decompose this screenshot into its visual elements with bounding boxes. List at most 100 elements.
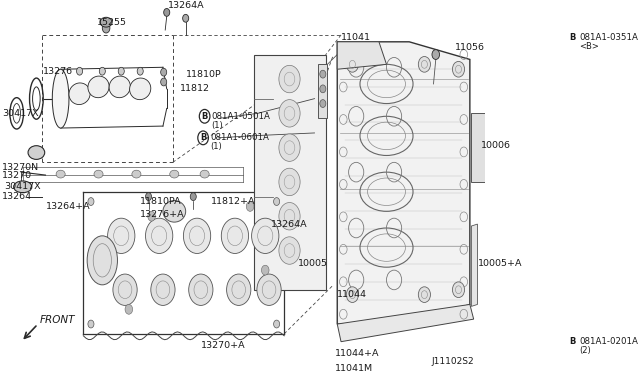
Circle shape <box>145 193 152 201</box>
Text: 11812: 11812 <box>180 84 210 93</box>
Text: 11056: 11056 <box>454 43 484 52</box>
Circle shape <box>419 287 431 302</box>
Circle shape <box>227 274 251 305</box>
Ellipse shape <box>88 76 109 98</box>
Circle shape <box>320 85 326 93</box>
Ellipse shape <box>132 170 141 178</box>
Circle shape <box>320 70 326 78</box>
Circle shape <box>346 57 358 72</box>
Circle shape <box>279 134 300 161</box>
Ellipse shape <box>100 17 112 27</box>
Circle shape <box>257 274 281 305</box>
Ellipse shape <box>13 181 32 193</box>
Circle shape <box>279 100 300 127</box>
Circle shape <box>118 67 124 75</box>
Circle shape <box>164 9 170 16</box>
Ellipse shape <box>163 201 186 222</box>
Ellipse shape <box>109 76 131 98</box>
Text: 15255: 15255 <box>97 18 127 27</box>
Circle shape <box>279 237 300 264</box>
Circle shape <box>184 218 211 253</box>
Circle shape <box>161 78 167 86</box>
Text: 13264A: 13264A <box>271 219 308 228</box>
Circle shape <box>182 15 189 22</box>
Text: 11041: 11041 <box>341 33 371 42</box>
Ellipse shape <box>170 170 179 178</box>
Text: <B>: <B> <box>579 42 599 51</box>
Circle shape <box>346 287 358 302</box>
Text: 11810PA: 11810PA <box>140 197 182 206</box>
Circle shape <box>279 65 300 93</box>
Circle shape <box>99 67 106 75</box>
Text: 081A1-0201A: 081A1-0201A <box>579 337 638 346</box>
Ellipse shape <box>94 170 103 178</box>
Text: 081A1-0351A: 081A1-0351A <box>579 33 638 42</box>
Text: 13264: 13264 <box>1 192 31 201</box>
Polygon shape <box>337 42 470 324</box>
Circle shape <box>77 67 83 75</box>
Text: 13270+A: 13270+A <box>201 341 246 350</box>
Ellipse shape <box>69 83 90 105</box>
Ellipse shape <box>200 170 209 178</box>
Circle shape <box>125 304 132 314</box>
Text: 13264+A: 13264+A <box>45 202 90 211</box>
Circle shape <box>279 202 300 230</box>
Text: 13270: 13270 <box>1 171 31 180</box>
Circle shape <box>151 274 175 305</box>
Polygon shape <box>472 113 485 182</box>
Text: 10006: 10006 <box>481 141 511 150</box>
Text: 10005+A: 10005+A <box>477 259 522 268</box>
Text: 13276: 13276 <box>42 67 72 76</box>
Text: J11102S2: J11102S2 <box>431 357 474 366</box>
Polygon shape <box>337 42 387 69</box>
Text: FRONT: FRONT <box>40 315 75 325</box>
Circle shape <box>137 67 143 75</box>
Circle shape <box>108 218 135 253</box>
Text: B: B <box>569 33 575 42</box>
Circle shape <box>273 320 280 328</box>
Polygon shape <box>472 224 477 307</box>
Text: 10005: 10005 <box>298 259 328 268</box>
Ellipse shape <box>28 146 45 159</box>
Circle shape <box>102 23 110 33</box>
Circle shape <box>262 265 269 275</box>
Text: 081A1-0501A: 081A1-0501A <box>211 112 270 121</box>
Text: B: B <box>200 133 206 142</box>
Ellipse shape <box>130 78 151 100</box>
Text: B: B <box>202 112 208 121</box>
Circle shape <box>452 282 465 298</box>
Circle shape <box>252 218 279 253</box>
Circle shape <box>113 274 137 305</box>
Circle shape <box>88 198 94 205</box>
Circle shape <box>273 198 280 205</box>
Text: B: B <box>569 337 575 346</box>
Circle shape <box>190 193 196 201</box>
Polygon shape <box>254 55 326 290</box>
Ellipse shape <box>52 69 69 128</box>
Text: 30417X: 30417X <box>4 182 40 191</box>
Text: 11810P: 11810P <box>186 70 221 78</box>
Text: 11812+A: 11812+A <box>211 197 255 206</box>
Ellipse shape <box>56 170 65 178</box>
Text: 13270N: 13270N <box>1 163 38 172</box>
Circle shape <box>419 57 431 72</box>
Text: 11044+A: 11044+A <box>335 349 380 358</box>
Circle shape <box>161 68 167 76</box>
Circle shape <box>148 211 156 221</box>
Text: (1): (1) <box>210 142 221 151</box>
Text: 081A1-0601A: 081A1-0601A <box>210 133 269 142</box>
Text: (1): (1) <box>211 121 223 129</box>
Circle shape <box>452 61 465 77</box>
Text: 11044: 11044 <box>337 290 367 299</box>
Circle shape <box>221 218 248 253</box>
Text: 13264A: 13264A <box>168 1 205 10</box>
Circle shape <box>246 202 254 211</box>
Ellipse shape <box>87 236 118 285</box>
Circle shape <box>320 100 326 108</box>
Circle shape <box>145 218 173 253</box>
Circle shape <box>189 274 213 305</box>
Text: 30417X: 30417X <box>3 109 39 118</box>
Text: 13276+A: 13276+A <box>140 210 185 219</box>
Circle shape <box>88 320 94 328</box>
Circle shape <box>279 168 300 196</box>
